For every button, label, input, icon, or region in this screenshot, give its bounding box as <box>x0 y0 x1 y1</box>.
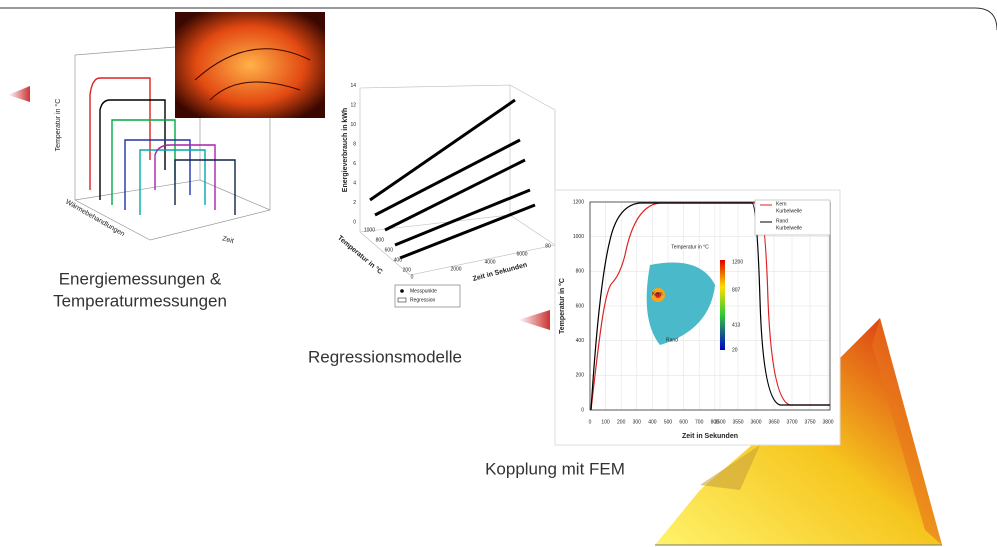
tick-label: 400 <box>648 419 657 425</box>
tick-label: 800 <box>376 237 385 243</box>
tick-label: 3500 <box>714 419 725 425</box>
shape-line <box>370 100 515 200</box>
caption: Energiemessungen & <box>59 269 222 288</box>
inset-scale: 413 <box>732 322 741 328</box>
tick-label: 3600 <box>750 419 761 425</box>
tick-label: 600 <box>576 303 585 309</box>
caption: Regressionsmodelle <box>308 347 462 366</box>
axis-label: Zeit in Sekunden <box>682 433 738 440</box>
legend-label: Rand <box>776 218 788 224</box>
tick-label: 4 <box>353 180 356 186</box>
tick-label: 1200 <box>573 199 584 205</box>
tick-label: 14 <box>350 83 356 89</box>
tick-label: 3650 <box>768 419 779 425</box>
axis-label: Temperatur in °C <box>54 99 62 152</box>
axis-label: Zeit <box>221 235 234 245</box>
tick-label: 3800 <box>822 419 833 425</box>
axis-label: Energieverbrauch in kWh <box>342 108 349 192</box>
slide: Energiemessungen & Temperaturmessungen Reg… <box>0 0 997 547</box>
inset-scale: 807 <box>732 287 741 293</box>
tick-label: 600 <box>679 419 688 425</box>
tick-label: 200 <box>403 267 412 273</box>
tick-label: 0 <box>353 219 356 225</box>
shape-polygon <box>518 310 550 330</box>
tick-label: 4000 <box>484 259 495 265</box>
inset-label: Kern <box>652 291 663 297</box>
tick-label: 0 <box>589 419 592 425</box>
tick-label: 700 <box>695 419 704 425</box>
tick-label: 800 <box>576 269 585 275</box>
tick-label: 80 <box>545 243 551 249</box>
legend-label: Kern <box>776 201 787 207</box>
inset-title: Temperatur in °C <box>671 244 709 250</box>
tick-label: 1000 <box>364 227 375 233</box>
shape-path <box>155 145 215 210</box>
tick-label: 0 <box>411 274 414 280</box>
tick-label: 400 <box>576 338 585 344</box>
shape-line <box>395 190 530 245</box>
tick-label: 0 <box>581 407 584 413</box>
tick-label: 6000 <box>516 251 527 257</box>
tick-label: 12 <box>350 102 356 108</box>
inset-label: Rand <box>666 337 678 343</box>
axis-label: Zeit in Sekunden <box>472 262 528 283</box>
tick-label: 600 <box>385 247 394 253</box>
tick-label: 6 <box>353 161 356 167</box>
tick-label: 400 <box>394 257 403 263</box>
inset-scale: 20 <box>732 347 738 353</box>
page: Energiemessungen & Temperaturmessungen Reg… <box>0 0 997 547</box>
legend-label: Regression <box>410 297 436 303</box>
tick-label: 3750 <box>804 419 815 425</box>
tick-label: 2000 <box>450 266 461 272</box>
tick-label: 8 <box>353 141 356 147</box>
tick-label: 1000 <box>573 234 584 240</box>
axis-label: Wärmebehandlungen <box>64 199 126 239</box>
legend-label: Messpunkte <box>410 288 437 294</box>
axis-label: Temperatur in °C <box>558 278 566 334</box>
inset-scale: 1200 <box>732 259 743 265</box>
legend-label: Kurbelwelle <box>776 225 802 231</box>
shape-circle <box>400 289 404 293</box>
tick-label: 200 <box>617 419 626 425</box>
shape-path <box>90 78 150 190</box>
tick-label: 300 <box>633 419 642 425</box>
tick-label: 100 <box>601 419 610 425</box>
tick-label: 200 <box>576 373 585 379</box>
tick-label: 2 <box>353 200 356 206</box>
tick-label: 3700 <box>786 419 797 425</box>
caption: Temperaturmessungen <box>53 291 227 310</box>
shape-rect <box>175 12 325 118</box>
tick-label: 500 <box>664 419 673 425</box>
shape-polygon <box>8 86 30 102</box>
legend-label: Kurbelwelle <box>776 208 802 214</box>
tick-label: 10 <box>350 122 356 128</box>
shape-rect <box>720 260 725 350</box>
shape-path <box>0 8 997 30</box>
tick-label: 3550 <box>732 419 743 425</box>
shape-path <box>510 215 555 245</box>
caption: Kopplung mit FEM <box>485 459 625 478</box>
